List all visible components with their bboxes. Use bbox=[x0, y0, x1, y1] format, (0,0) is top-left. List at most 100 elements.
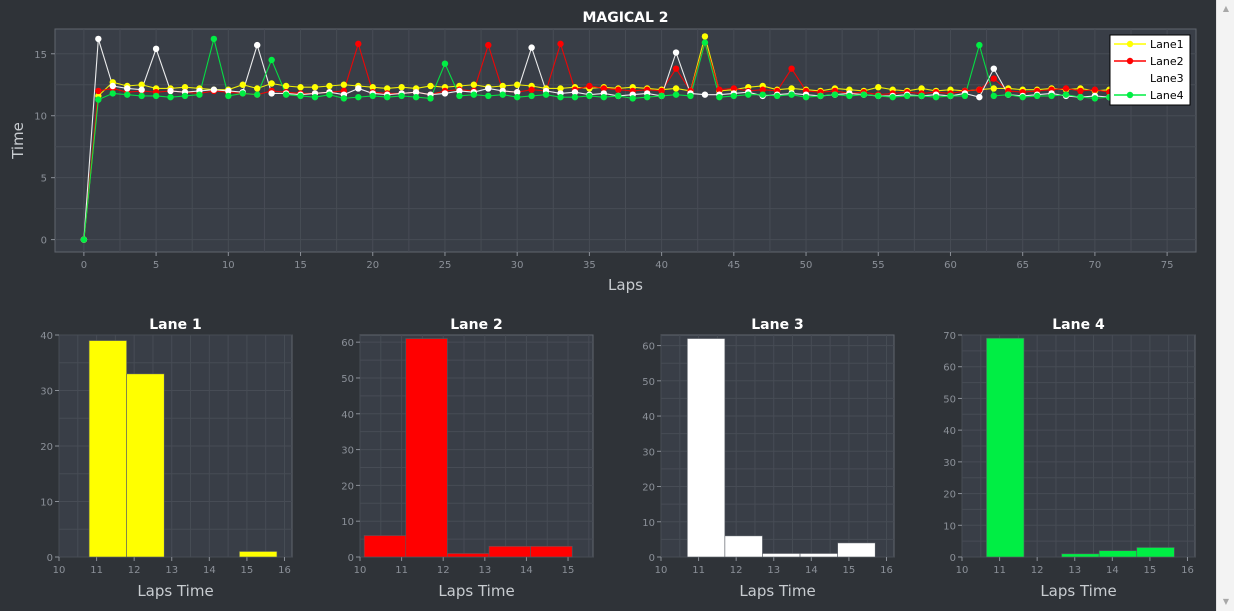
data-point-lane1 bbox=[311, 84, 319, 91]
data-point-lane4 bbox=[889, 93, 896, 101]
data-point-lane2 bbox=[716, 86, 723, 93]
data-point-lane4 bbox=[600, 93, 608, 101]
lane4-x-tick-label: 10 bbox=[956, 565, 969, 576]
data-point-lane2 bbox=[528, 86, 535, 93]
main-x-tick-label: 30 bbox=[511, 260, 524, 271]
lane3-x-tick-label: 15 bbox=[843, 565, 856, 576]
data-point-lane3 bbox=[701, 91, 709, 98]
data-point-lane4 bbox=[167, 93, 174, 101]
data-point-lane4 bbox=[196, 91, 203, 98]
lane3-x-tick-label: 14 bbox=[805, 565, 818, 576]
lane2-y-tick-label: 60 bbox=[341, 338, 354, 349]
data-point-lane2 bbox=[658, 87, 665, 95]
lane1-x-tick-label: 11 bbox=[90, 565, 103, 576]
data-point-lane4 bbox=[961, 92, 969, 100]
lane2-bar bbox=[363, 535, 407, 558]
data-point-lane3 bbox=[976, 93, 983, 101]
main-x-tick-label: 45 bbox=[727, 260, 740, 271]
main-y-tick-label: 15 bbox=[34, 50, 47, 61]
lane2-chart-title: Lane 2 bbox=[450, 317, 502, 333]
data-point-lane1 bbox=[427, 82, 434, 90]
data-point-lane1 bbox=[268, 80, 275, 87]
lane4-chart-title: Lane 4 bbox=[1052, 317, 1105, 333]
data-point-lane4 bbox=[846, 92, 853, 100]
main-y-tick-label: 0 bbox=[41, 236, 47, 247]
lane2-y-tick-label: 0 bbox=[348, 553, 354, 564]
lane2-bar bbox=[405, 338, 448, 558]
main-x-tick-label: 75 bbox=[1161, 260, 1174, 271]
lane1-x-tick-label: 15 bbox=[241, 565, 254, 576]
lane3-x-tick-label: 12 bbox=[730, 565, 743, 576]
lane3-bar bbox=[762, 553, 801, 558]
chart-window: 0 5 10 15 20 25 30 35 40 45 50 55 60 65 70 75 0 5 10 15 MAGI… bbox=[0, 0, 1216, 611]
data-point-lane2 bbox=[976, 86, 983, 93]
data-point-lane1 bbox=[282, 82, 290, 90]
data-point-lane3 bbox=[225, 87, 232, 95]
lane1-x-tick-label: 13 bbox=[165, 565, 178, 576]
main-x-tick-label: 35 bbox=[583, 260, 596, 271]
lane4-x-tick-label: 12 bbox=[1031, 565, 1044, 576]
main-x-tick-label: 55 bbox=[872, 260, 885, 271]
lane4-x-tick-label: 11 bbox=[993, 565, 1006, 576]
lane3-bar bbox=[799, 553, 838, 558]
scroll-up-arrow-icon[interactable]: ▲ bbox=[1222, 4, 1230, 13]
data-point-lane4 bbox=[658, 92, 665, 100]
lane1-x-tick-label: 14 bbox=[203, 565, 216, 576]
data-point-lane4 bbox=[802, 93, 810, 101]
data-point-lane2 bbox=[1062, 85, 1070, 92]
data-point-lane4 bbox=[109, 90, 116, 97]
lane4-bar bbox=[1136, 547, 1175, 558]
data-point-lane2 bbox=[759, 86, 766, 93]
lane2-y-tick-label: 40 bbox=[341, 410, 354, 421]
main-x-tick-label: 25 bbox=[439, 260, 452, 271]
data-point-lane4 bbox=[615, 92, 622, 100]
data-point-lane4 bbox=[875, 92, 882, 100]
data-point-lane3 bbox=[254, 41, 261, 49]
lane1-y-tick-label: 20 bbox=[40, 442, 53, 453]
data-point-lane2 bbox=[586, 82, 593, 90]
lane4-y-tick-label: 20 bbox=[943, 490, 956, 501]
data-point-lane4 bbox=[745, 91, 752, 98]
legend-label-lane2: Lane2 bbox=[1150, 55, 1184, 68]
data-point-lane3 bbox=[412, 88, 420, 96]
lane4-x-tick-label: 15 bbox=[1144, 565, 1157, 576]
data-point-lane4 bbox=[1033, 92, 1041, 100]
main-y-tick-label: 5 bbox=[41, 174, 47, 185]
data-point-lane4 bbox=[441, 60, 449, 67]
data-point-lane4 bbox=[369, 92, 376, 100]
scroll-down-arrow-icon[interactable]: ▼ bbox=[1222, 597, 1230, 606]
data-point-lane3 bbox=[571, 88, 579, 96]
data-point-lane3 bbox=[210, 86, 218, 93]
lane4-x-tick-label: 16 bbox=[1181, 565, 1194, 576]
data-point-lane4 bbox=[326, 91, 333, 98]
vertical-scrollbar[interactable]: ▲ ▼ bbox=[1216, 0, 1234, 611]
data-point-lane1 bbox=[369, 84, 376, 91]
lane2-y-tick-label: 30 bbox=[341, 446, 354, 457]
main-x-tick-label: 65 bbox=[1016, 260, 1029, 271]
lane4-y-tick-label: 10 bbox=[943, 521, 956, 532]
data-point-lane3 bbox=[268, 90, 275, 97]
main-x-tick-label: 60 bbox=[944, 260, 957, 271]
main-x-tick-label: 40 bbox=[655, 260, 668, 271]
data-point-lane3 bbox=[355, 85, 362, 92]
data-point-lane3 bbox=[456, 87, 463, 95]
legend-marker-lane3 bbox=[1126, 74, 1134, 82]
data-point-lane4 bbox=[152, 92, 160, 100]
lane1-y-tick-label: 0 bbox=[47, 553, 53, 564]
lane2-bar bbox=[530, 545, 573, 558]
main-x-axis-label: Laps bbox=[608, 276, 643, 294]
data-point-lane4 bbox=[788, 91, 795, 98]
data-point-lane1 bbox=[701, 33, 709, 40]
data-point-lane2 bbox=[730, 85, 738, 92]
data-point-lane4 bbox=[311, 93, 319, 101]
lane1-bar bbox=[126, 373, 165, 558]
data-point-lane4 bbox=[1077, 93, 1084, 101]
lane3-x-axis-label: Laps Time bbox=[739, 582, 815, 600]
data-point-lane3 bbox=[513, 88, 521, 96]
data-point-lane4 bbox=[456, 92, 463, 100]
data-point-lane1 bbox=[181, 84, 189, 91]
lane4-y-tick-label: 40 bbox=[943, 426, 956, 437]
main-x-tick-label: 50 bbox=[800, 260, 813, 271]
lane2-plot-area bbox=[359, 334, 594, 558]
lane1-bar bbox=[239, 551, 278, 558]
